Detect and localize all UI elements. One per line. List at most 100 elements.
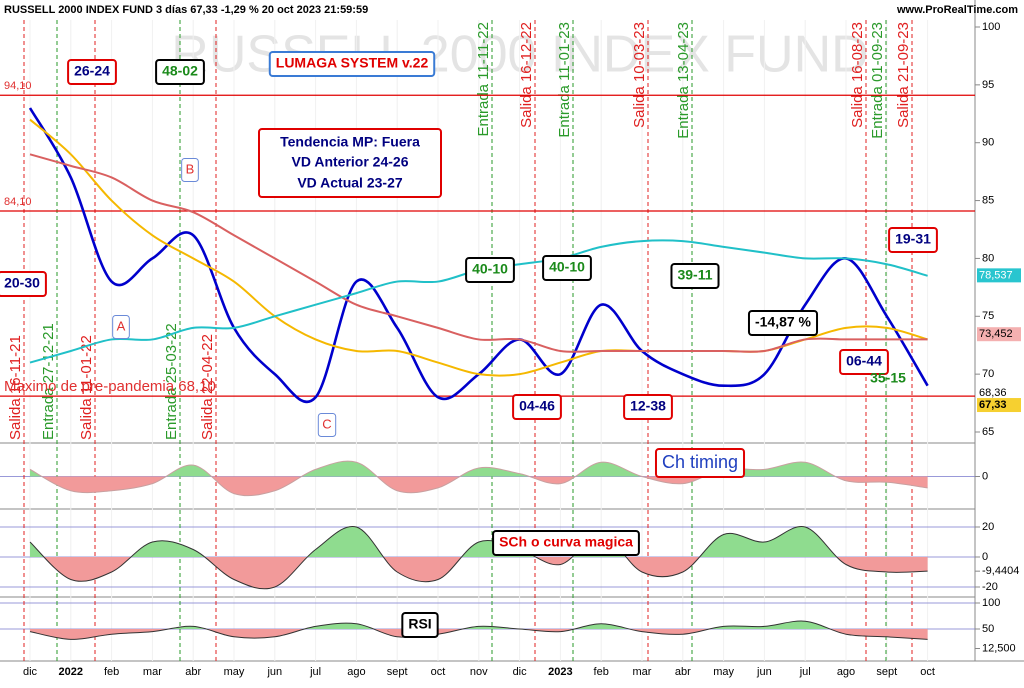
y-tick-label: 85	[982, 194, 994, 206]
area-negative	[30, 629, 928, 640]
signal-label: Salida 22-04-22	[199, 334, 216, 440]
annotation-box	[670, 263, 720, 289]
y-tick-label: 0	[982, 551, 988, 563]
price-label: 78,537	[979, 269, 1013, 281]
signal-label: Entrada 11-01-23	[556, 22, 573, 138]
x-tick-label: may	[224, 666, 245, 678]
x-tick-label: abr	[675, 666, 691, 678]
price-marker	[977, 386, 1021, 401]
annotation: 40-10	[472, 261, 508, 277]
x-tick-label: ago	[347, 666, 365, 678]
annotation-box	[181, 158, 199, 182]
annotation-box	[401, 612, 439, 638]
x-tick-label: oct	[920, 666, 935, 678]
annotation-box	[317, 413, 337, 437]
annotation-box	[258, 128, 442, 198]
y-tick-label: 95	[982, 79, 994, 91]
annotation-box	[0, 271, 47, 297]
annotation-box	[465, 257, 515, 283]
annotation-box	[512, 394, 562, 420]
indicator-line	[29, 525, 928, 590]
annotation-box	[492, 530, 640, 556]
annotation: 06-44	[846, 353, 882, 369]
area-positive	[30, 621, 928, 629]
x-tick-label: sept	[387, 666, 408, 678]
x-tick-label: sept	[876, 666, 897, 678]
annotation-box	[155, 59, 205, 85]
annotation: Ch timing	[662, 452, 738, 472]
x-tick-label: dic	[23, 666, 38, 678]
annotation: VD Actual 23-27	[297, 175, 403, 191]
annotation-box	[654, 448, 746, 478]
y-tick-label: 12,500	[982, 642, 1016, 654]
level-label: 84,10	[4, 196, 32, 208]
annotation-box	[623, 394, 673, 420]
y-tick-label: 50	[982, 623, 994, 635]
annotation-box	[112, 315, 130, 339]
signal-label: Salida 16-11-21	[7, 335, 24, 440]
annotation: -14,87 %	[755, 314, 812, 330]
price-label: 67,33	[979, 399, 1007, 411]
annotation: Tendencia MP: Fuera	[280, 134, 420, 150]
indicator-line	[29, 620, 928, 640]
signal-label: Salida 11-01-22	[78, 335, 95, 440]
annotation: 35-15	[870, 370, 906, 386]
annotation: 12-38	[630, 398, 666, 414]
header: RUSSELL 2000 INDEX FUND 3 días 67,33 -1,…	[4, 4, 368, 16]
annotation: 48-02	[162, 63, 198, 79]
x-tick-label: mar	[633, 666, 652, 678]
x-tick-label: mar	[143, 666, 162, 678]
annotation: VD Anterior 24-26	[292, 154, 409, 170]
price-label: 68,36	[979, 387, 1007, 399]
y-tick-label: 80	[982, 252, 994, 264]
annotation-box	[268, 51, 436, 77]
y-tick-label: 100	[982, 597, 1000, 609]
area-positive	[30, 526, 928, 557]
annotation-box	[542, 255, 592, 281]
x-tick-label: abr	[185, 666, 201, 678]
indicator-line	[29, 460, 928, 497]
signal-label: Entrada 25-03-22	[163, 323, 180, 440]
annotation: 26-24	[74, 63, 110, 79]
annotation-box	[67, 59, 117, 85]
y-tick-label: 90	[982, 137, 994, 149]
annotation: 20-30	[4, 275, 40, 291]
x-tick-label: jun	[266, 666, 282, 678]
annotation: C	[322, 416, 331, 431]
series-line	[28, 107, 929, 404]
annotation: A	[117, 318, 126, 333]
x-tick-label: jul	[799, 666, 811, 678]
x-tick-label: 2022	[59, 666, 83, 678]
annotation-box	[747, 310, 819, 336]
y-tick-label: -9,4404	[982, 565, 1019, 577]
annotation: 39-11	[677, 267, 712, 283]
x-tick-label: ago	[837, 666, 855, 678]
x-tick-label: feb	[594, 666, 609, 678]
area-negative	[30, 557, 928, 589]
x-tick-label: jul	[309, 666, 321, 678]
x-tick-label: nov	[470, 666, 488, 678]
signal-label: Entrada 01-09-23	[869, 22, 886, 139]
signal-label: Salida 10-03-23	[631, 22, 648, 128]
y-tick-label: -20	[982, 581, 998, 593]
y-tick-label: 75	[982, 310, 994, 322]
signal-label: Salida 16-08-23	[849, 22, 866, 128]
annotation: RSI	[408, 616, 431, 632]
annotation: 04-46	[519, 398, 555, 414]
source: www.ProRealTime.com	[896, 4, 1018, 16]
signal-label: Entrada 13-04-23	[675, 22, 692, 139]
annotation: LUMAGA SYSTEM v.22	[276, 55, 429, 71]
signal-label: Entrada 11-11-22	[475, 22, 492, 137]
annotation-box	[839, 349, 889, 375]
y-tick-label: 65	[982, 426, 994, 438]
price-marker	[977, 398, 1021, 413]
annotation: SCh o curva magica	[499, 534, 633, 550]
signal-label: Entrada 27-12-21	[40, 323, 57, 440]
annotation-box	[888, 227, 938, 253]
x-tick-label: 2023	[548, 666, 572, 678]
y-tick-label: 100	[982, 21, 1000, 33]
level-label: Maximo de pre-pandemia 68,10	[4, 378, 216, 395]
annotation: 19-31	[895, 231, 931, 247]
x-tick-label: oct	[431, 666, 446, 678]
